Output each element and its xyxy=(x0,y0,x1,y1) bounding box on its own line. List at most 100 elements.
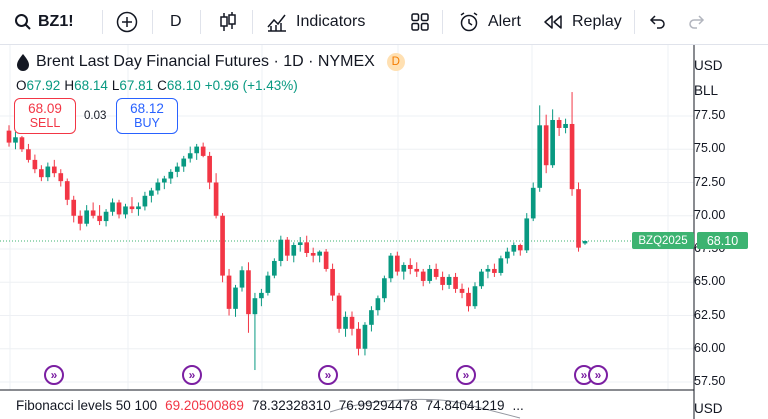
candle-body xyxy=(472,286,478,307)
candle xyxy=(13,131,18,150)
candle xyxy=(569,92,575,196)
candle xyxy=(64,178,70,206)
candle-body xyxy=(181,158,187,167)
open-key: O xyxy=(16,78,27,93)
candle-body xyxy=(168,171,174,179)
event-marker[interactable]: » xyxy=(44,365,64,385)
candle-body xyxy=(77,215,83,224)
candle-body xyxy=(103,211,109,222)
candle-body xyxy=(498,258,504,273)
event-marker[interactable]: » xyxy=(318,365,338,385)
delayed-badge[interactable]: D xyxy=(386,53,405,71)
candle-body xyxy=(485,268,491,272)
candle xyxy=(103,209,109,227)
candle xyxy=(446,274,452,289)
candle-body xyxy=(310,252,316,256)
candle xyxy=(550,109,555,168)
candle-body xyxy=(6,130,12,143)
divider xyxy=(252,10,253,34)
candle xyxy=(226,268,232,316)
candle-body xyxy=(420,271,426,281)
last-price-tag: 68.10 xyxy=(697,232,748,249)
compare-add-button[interactable] xyxy=(116,0,138,44)
layouts-button[interactable] xyxy=(410,0,430,44)
candle-body xyxy=(530,187,536,219)
close-key: C xyxy=(157,78,167,93)
candle xyxy=(401,262,407,280)
price-tick-label: 60.00 xyxy=(694,340,726,355)
candle-body xyxy=(272,260,277,276)
candle xyxy=(110,198,115,216)
candle xyxy=(284,237,290,261)
candle xyxy=(116,199,122,219)
event-marker[interactable]: » xyxy=(456,365,476,385)
sell-button[interactable]: 68.09 SELL xyxy=(14,98,76,134)
undo-button[interactable] xyxy=(648,0,666,44)
candle-body xyxy=(278,239,284,261)
candle-body xyxy=(291,245,297,256)
alert-label: Alert xyxy=(488,13,521,30)
alert-button[interactable]: Alert xyxy=(458,0,521,44)
candle xyxy=(459,283,465,299)
candle xyxy=(142,191,148,211)
buy-price: 68.12 xyxy=(130,101,164,116)
candle-body xyxy=(582,241,588,244)
candle xyxy=(19,135,25,152)
candle xyxy=(530,182,536,222)
candle-body xyxy=(259,292,264,299)
candle-body xyxy=(330,268,335,296)
candle xyxy=(233,284,238,317)
indicator-legend[interactable]: Fibonacci levels 50 100 69.20500869 78.3… xyxy=(16,398,524,413)
unit-label[interactable]: BLL xyxy=(694,83,719,98)
candle xyxy=(77,210,83,231)
buy-button[interactable]: 68.12 BUY xyxy=(116,98,178,134)
candle xyxy=(563,118,568,134)
candle xyxy=(414,262,420,277)
candle xyxy=(349,311,355,336)
candle-body xyxy=(317,251,322,256)
candle xyxy=(511,242,517,256)
candle-body xyxy=(550,119,555,166)
candle-body xyxy=(200,146,206,156)
candle xyxy=(51,159,57,178)
indicator-currency-label[interactable]: USD xyxy=(694,401,723,416)
candle xyxy=(427,264,433,284)
candle-body xyxy=(265,275,271,293)
candle-body xyxy=(84,210,89,224)
undo-icon xyxy=(649,15,665,29)
candle-body xyxy=(297,242,303,246)
low-key: L xyxy=(111,78,120,93)
candle-body xyxy=(110,202,115,212)
symbol-search-button[interactable]: BZ1! xyxy=(14,0,74,44)
interval-button[interactable]: D xyxy=(170,0,182,44)
candle-body xyxy=(446,276,452,285)
candle-body xyxy=(155,182,161,191)
candle xyxy=(420,268,426,287)
candle-body xyxy=(356,328,361,349)
candle-body xyxy=(537,125,543,188)
symbol-price-tag: BZQ2025 xyxy=(632,232,694,249)
candle-body xyxy=(97,215,102,222)
candle-body xyxy=(556,119,562,128)
interval-label: D xyxy=(170,13,182,30)
event-marker[interactable]: » xyxy=(182,365,202,385)
candle-body xyxy=(394,255,400,272)
redo-button[interactable] xyxy=(688,0,706,44)
candle xyxy=(407,258,413,275)
chart-type-button[interactable] xyxy=(218,0,238,44)
currency-label[interactable]: USD xyxy=(694,58,723,73)
candle-body xyxy=(19,137,25,150)
event-marker[interactable]: » xyxy=(588,365,608,385)
candle xyxy=(323,249,329,272)
replay-button[interactable]: Replay xyxy=(542,0,622,44)
candle xyxy=(485,264,491,279)
candle-body xyxy=(187,153,193,159)
candle xyxy=(375,295,381,316)
candle xyxy=(433,263,439,280)
instrument-title[interactable]: Brent Last Day Financial Futures · 1D · … xyxy=(36,53,375,70)
price-tick-label: 65.00 xyxy=(694,274,726,289)
top-toolbar: BZ1! D Indicators Alert Replay xyxy=(0,0,768,45)
indicators-button[interactable]: Indicators xyxy=(266,0,365,44)
candle-body xyxy=(569,123,575,190)
